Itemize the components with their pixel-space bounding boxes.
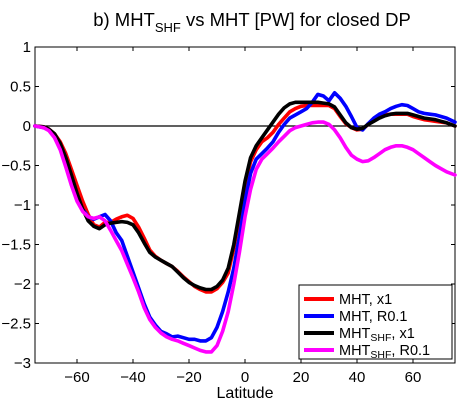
legend-label: MHT, x1 [339,292,392,308]
y-tick-label: −1 [14,197,31,214]
y-tick-label: −2.5 [1,316,31,333]
x-axis-label: Latitude [217,385,274,402]
x-tick-label: 20 [293,369,310,386]
series-line-4 [33,120,457,354]
axis-ticks: −60 −40 −20 0 20 40 60 −3 −2.5 −2 −1.5 −1 −0.5 0 0.5 1 [1,39,455,386]
legend-label: MHTSHF, R0.1 [339,343,430,361]
chart-title-suffix: vs MHT [PW] for closed DP [181,9,411,30]
legend-label: MHT, R0.1 [339,309,408,325]
series-line-2 [33,91,457,343]
x-tick-label: −60 [64,369,89,386]
x-tick-label: −40 [120,369,145,386]
y-tick-label: 0.5 [10,79,31,96]
y-tick-label: −3 [14,355,31,372]
chart-title: b) MHTSHF vs MHT [PW] for closed DP [93,9,411,35]
y-tick-label: −2 [14,276,31,293]
chart-title-prefix: b) MHT [93,9,155,30]
y-tick-label: −0.5 [1,158,31,175]
chart-title-sub: SHF [155,20,181,35]
y-tick-label: 0 [23,118,31,135]
y-tick-label: −1.5 [1,237,31,254]
x-tick-label: 40 [349,369,366,386]
x-tick-label: 0 [241,369,249,386]
x-tick-label: −20 [176,369,201,386]
y-tick-label: 1 [23,39,31,56]
x-tick-label: 60 [405,369,422,386]
legend-label: MHTSHF, x1 [339,326,415,344]
series-lines [33,91,457,354]
